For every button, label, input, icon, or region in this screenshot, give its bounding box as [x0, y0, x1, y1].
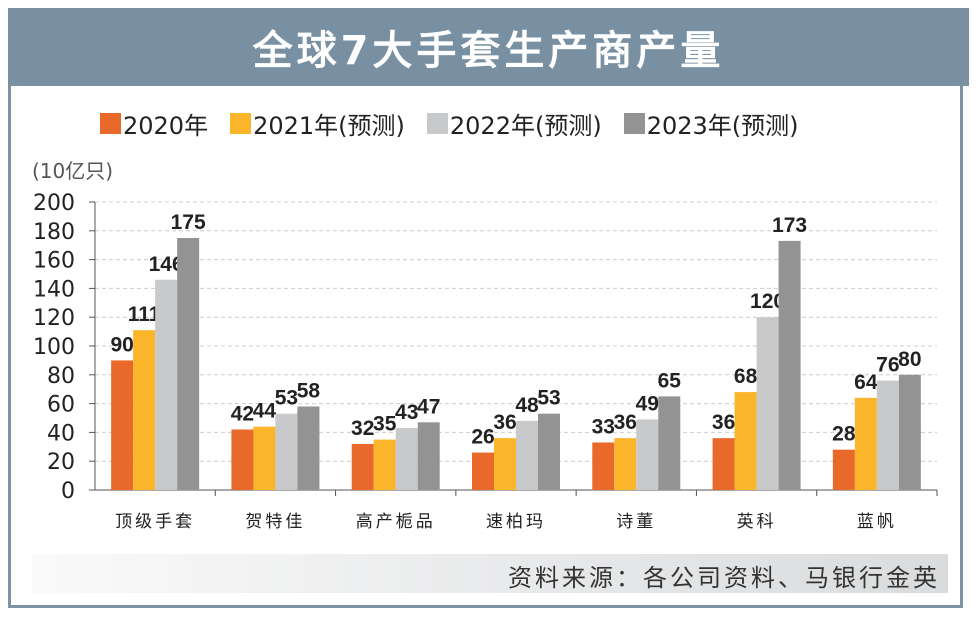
- x-tick-label: 顶级手套: [115, 512, 195, 532]
- legend-item: 2022年(预测): [426, 106, 602, 141]
- data-label: 53: [275, 387, 298, 410]
- data-label: 68: [734, 365, 758, 388]
- bar: [417, 422, 440, 490]
- y-tick-label: 120: [33, 306, 75, 331]
- data-label: 175: [171, 211, 206, 234]
- legend-swatch: [426, 113, 448, 134]
- bar: [133, 330, 156, 490]
- x-tick-label: 速柏玛: [486, 512, 546, 532]
- bar: [516, 420, 538, 490]
- source-note: 资料来源：各公司资料、马银行金英: [508, 564, 940, 592]
- legend-label: 2020年: [123, 112, 209, 140]
- legend-label: 2023年(预测): [646, 112, 799, 140]
- bar: [592, 442, 615, 490]
- data-label: 44: [253, 400, 277, 423]
- y-tick-label: 160: [33, 249, 75, 274]
- bar: [756, 317, 779, 490]
- bar: [854, 397, 877, 490]
- x-tick-label: 高产栀品: [356, 512, 436, 532]
- data-label: 120: [750, 290, 785, 313]
- data-label: 47: [417, 395, 440, 418]
- data-label: 65: [658, 369, 682, 392]
- chart-title: 全球7大手套生产商产量: [252, 28, 725, 74]
- bar: [734, 392, 757, 490]
- y-tick-label: 100: [33, 335, 75, 360]
- bar: [832, 449, 855, 490]
- data-label: 173: [772, 214, 807, 237]
- bar: [275, 413, 298, 490]
- y-tick-label: 40: [47, 421, 75, 446]
- title-bar: 全球7大手套生产商产量: [8, 8, 969, 86]
- data-label: 90: [110, 333, 133, 356]
- y-tick-label: 80: [47, 364, 75, 389]
- bar: [658, 396, 681, 490]
- bar: [898, 374, 921, 490]
- bar: [712, 438, 735, 490]
- bar: [472, 452, 494, 490]
- data-label: 58: [297, 379, 321, 402]
- legend-swatch: [623, 113, 645, 134]
- y-axis-label: (10亿只): [32, 159, 114, 183]
- legend-label: 2022年(预测): [449, 112, 602, 140]
- data-label: 36: [614, 411, 637, 434]
- y-tick-label: 20: [47, 450, 75, 475]
- bar: [351, 443, 374, 490]
- data-label: 32: [351, 417, 374, 440]
- data-label: 48: [515, 394, 539, 417]
- bar: [778, 240, 801, 490]
- legend-swatch: [230, 113, 252, 134]
- source-bar: 资料来源：各公司资料、马银行金英: [32, 554, 948, 593]
- y-tick-label: 0: [61, 479, 75, 504]
- x-tick-label: 诗董: [616, 512, 656, 532]
- data-label: 36: [712, 411, 735, 434]
- x-tick-label: 英科: [737, 512, 777, 532]
- data-label: 28: [832, 423, 856, 446]
- bar: [177, 238, 200, 490]
- bar: [231, 429, 254, 490]
- data-label: 42: [231, 403, 254, 426]
- y-tick-label: 180: [33, 220, 75, 245]
- bar: [395, 428, 418, 490]
- data-label: 26: [471, 426, 494, 449]
- data-label: 43: [395, 401, 418, 424]
- data-label: 146: [149, 253, 184, 276]
- bar: [538, 413, 560, 490]
- data-label: 111: [128, 303, 161, 326]
- y-tick-label: 140: [33, 277, 75, 302]
- data-label: 33: [592, 415, 615, 438]
- legend: 2020年 2021年(预测) 2022年(预测) 2023年(预测): [100, 106, 799, 141]
- data-label: 36: [493, 411, 516, 434]
- legend-swatch: [100, 113, 121, 134]
- y-tick-label: 60: [47, 393, 75, 418]
- bar: [494, 438, 516, 490]
- y-tick-label: 200: [33, 191, 75, 216]
- bar: [373, 439, 396, 490]
- bar: [636, 419, 659, 490]
- bar: [253, 426, 276, 490]
- data-label: 35: [373, 413, 397, 436]
- data-label: 53: [537, 387, 560, 410]
- legend-item: 2020年: [100, 106, 208, 141]
- data-label: 76: [876, 354, 899, 377]
- bar: [876, 380, 899, 490]
- bar: [155, 279, 178, 490]
- bar: [111, 360, 134, 490]
- x-tick-label: 贺特佳: [245, 512, 305, 532]
- bar: [614, 438, 637, 490]
- bar: [297, 406, 320, 490]
- data-label: 49: [636, 392, 659, 415]
- data-label: 80: [898, 348, 921, 371]
- legend-item: 2023年(预测): [623, 106, 799, 141]
- x-tick-label: 蓝帆: [857, 512, 897, 532]
- data-label: 64: [854, 371, 878, 394]
- legend-item: 2021年(预测): [230, 106, 405, 141]
- legend-label: 2021年(预测): [253, 112, 405, 140]
